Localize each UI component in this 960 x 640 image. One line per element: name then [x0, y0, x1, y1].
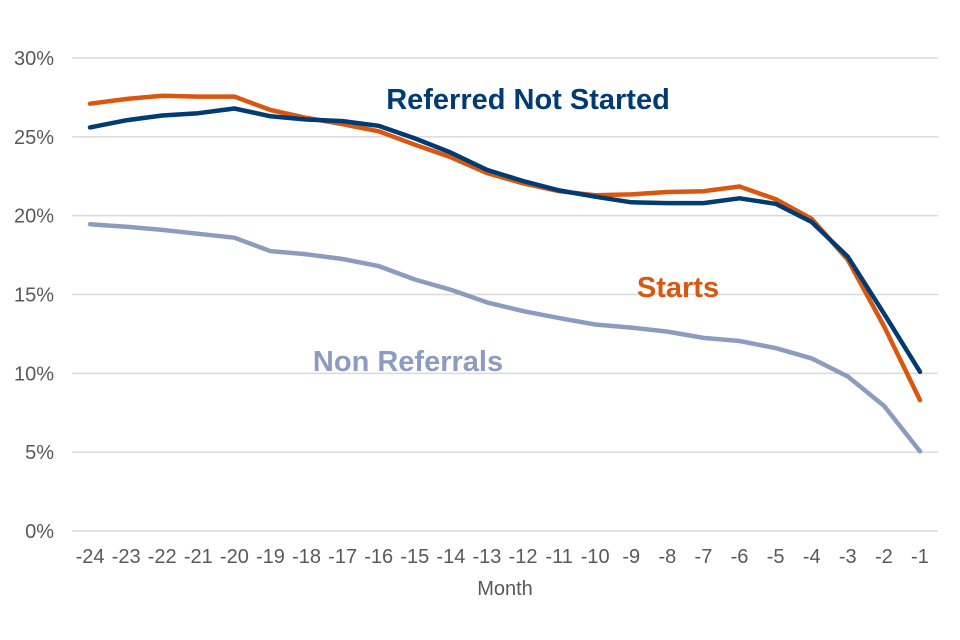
gridlines	[72, 57, 938, 532]
x-tick-label: -21	[184, 546, 213, 568]
x-tick-label: -16	[364, 546, 393, 568]
x-tick-label: -11	[545, 546, 572, 568]
series-label-non-referrals: Non Referrals	[313, 346, 503, 378]
y-tick-label: 0%	[25, 521, 54, 543]
y-tick-label: 20%	[14, 206, 54, 228]
y-tick-label: 25%	[14, 127, 54, 149]
x-tick-label: -19	[256, 546, 285, 568]
x-tick-label: -20	[220, 546, 249, 568]
series-line-starts	[87, 93, 923, 403]
x-tick-label: -24	[76, 546, 105, 568]
x-tick-label: -13	[473, 546, 502, 568]
series-lines	[87, 93, 923, 454]
series-line-non-referrals	[87, 222, 923, 454]
y-tick-label: 30%	[14, 48, 54, 70]
x-tick-label: -2	[875, 546, 893, 568]
x-tick-label: -9	[622, 546, 640, 568]
y-tick-label: 5%	[25, 442, 54, 464]
x-tick-label: -6	[731, 546, 749, 568]
x-tick-label: -18	[292, 546, 321, 568]
x-tick-label: -17	[328, 546, 357, 568]
x-axis-tick-labels: -24 -23 -22 -21 -20 -19 -18 -17 -16 -15 -14 -13 -12-…	[76, 546, 929, 568]
series-line-referred-not-started	[87, 106, 923, 375]
x-tick-label: -4	[803, 546, 821, 568]
x-tick-label: -3	[839, 546, 857, 568]
x-tick-label: -7	[695, 546, 713, 568]
x-tick-label: -5	[767, 546, 785, 568]
series-label-starts: Starts	[637, 272, 719, 304]
x-tick-label: -22	[148, 546, 177, 568]
x-axis-title: Month	[477, 578, 533, 600]
y-axis-tick-labels: 0% 5% 10% 15% 20% 25% 30%	[14, 48, 54, 543]
x-tick-label: -23	[112, 546, 141, 568]
y-tick-label: 15%	[14, 285, 54, 307]
y-tick-label: 10%	[14, 363, 54, 385]
x-tick-label: -1	[911, 546, 929, 568]
series-label-referred-not-started: Referred Not Started	[386, 84, 670, 116]
x-tick-label: -12	[509, 546, 538, 568]
x-tick-label: -14	[436, 546, 465, 568]
x-tick-label: -8	[658, 546, 676, 568]
x-tick-label: -10	[581, 546, 610, 568]
x-tick-label: -15	[400, 546, 429, 568]
